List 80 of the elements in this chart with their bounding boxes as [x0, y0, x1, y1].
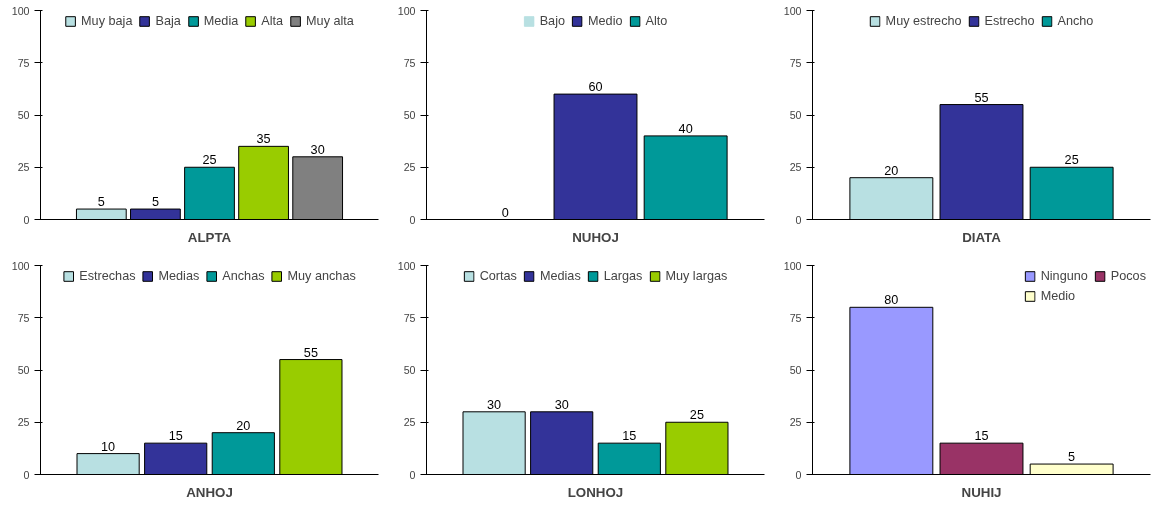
- data-label: 15: [168, 429, 183, 444]
- y-tick-label: 75: [789, 56, 802, 69]
- y-tick-label: 100: [783, 4, 802, 17]
- data-label: 5: [151, 195, 159, 210]
- data-label: 30: [554, 397, 569, 412]
- legend-label: Muy alta: [306, 14, 354, 28]
- legend-label: Muy baja: [81, 14, 133, 28]
- y-tick-label: 0: [23, 468, 30, 481]
- data-label: 20: [884, 163, 899, 178]
- legend-label: Cortas: [479, 269, 517, 283]
- y-tick-label: 100: [783, 259, 802, 272]
- y-tick-label: 75: [403, 56, 416, 69]
- data-label: 15: [974, 429, 989, 444]
- legend-label: Bajo: [539, 14, 566, 28]
- legend-label: Alta: [261, 14, 284, 28]
- y-tick-label: 25: [403, 416, 416, 429]
- data-label: 25: [202, 153, 217, 168]
- legend-label: Ninguno: [1040, 269, 1088, 283]
- y-tick-label: 25: [789, 416, 802, 429]
- y-tick-label: 25: [403, 161, 416, 174]
- legend-label: Anchas: [222, 269, 265, 283]
- y-tick-label: 75: [17, 311, 30, 324]
- data-label: 15: [622, 429, 637, 444]
- data-label: 25: [689, 408, 704, 423]
- y-tick-label: 100: [397, 4, 416, 17]
- y-tick-label: 75: [789, 311, 802, 324]
- data-label: 80: [884, 293, 899, 308]
- legend-label: Ancho: [1057, 14, 1094, 28]
- y-tick-label: 25: [17, 161, 30, 174]
- y-tick-label: 0: [795, 468, 802, 481]
- x-axis-title: NUHOJ: [572, 229, 619, 245]
- x-axis-title: LONHOJ: [567, 484, 624, 500]
- legend-label: Largas: [603, 269, 643, 283]
- legend-label: Estrechas: [79, 269, 136, 283]
- x-axis-title: DIATA: [962, 229, 1002, 245]
- y-tick-label: 50: [403, 364, 416, 376]
- legend-label: Medio: [588, 14, 623, 28]
- legend-label: Media: [203, 14, 239, 28]
- data-label: 10: [101, 439, 116, 454]
- y-tick-label: 75: [17, 56, 30, 69]
- legend-label: Medias: [158, 269, 200, 283]
- data-label: 30: [487, 397, 502, 412]
- y-tick-label: 100: [11, 259, 30, 272]
- x-axis-title: ANHOJ: [186, 484, 233, 500]
- legend-label: Medias: [539, 269, 581, 283]
- legend-label: Muy largas: [665, 269, 728, 283]
- legend-label: Muy anchas: [287, 269, 356, 283]
- y-tick-label: 100: [397, 259, 416, 272]
- y-tick-label: 25: [789, 161, 802, 174]
- data-label: 40: [678, 121, 693, 136]
- y-tick-label: 50: [17, 364, 30, 376]
- legend-label: Estrecho: [984, 14, 1035, 28]
- data-label: 0: [501, 205, 509, 220]
- y-tick-label: 0: [409, 468, 416, 481]
- y-tick-label: 0: [795, 213, 802, 226]
- data-label: 55: [974, 90, 989, 105]
- x-axis-title: NUHIJ: [961, 484, 1002, 500]
- y-tick-label: 100: [11, 4, 30, 17]
- y-tick-label: 50: [403, 109, 416, 121]
- y-tick-label: 0: [23, 213, 30, 226]
- y-tick-label: 25: [17, 416, 30, 429]
- data-label: 60: [588, 80, 603, 95]
- x-axis-title: ALPTA: [187, 229, 232, 245]
- data-label: 55: [303, 345, 318, 360]
- data-label: 25: [1064, 153, 1079, 168]
- data-label: 5: [1068, 450, 1076, 465]
- y-tick-label: 50: [789, 364, 802, 376]
- legend-label: Muy estrecho: [885, 14, 962, 28]
- legend-label: Alto: [645, 14, 668, 28]
- y-tick-label: 50: [789, 109, 802, 121]
- data-label: 30: [310, 142, 325, 157]
- legend-label: Baja: [155, 14, 181, 28]
- data-label: 5: [97, 195, 105, 210]
- legend-label: Medio: [1040, 289, 1076, 303]
- data-label: 20: [236, 418, 251, 433]
- y-tick-label: 75: [403, 311, 416, 324]
- y-tick-label: 0: [409, 213, 416, 226]
- y-tick-label: 50: [17, 109, 30, 121]
- data-label: 35: [256, 132, 271, 147]
- legend-label: Pocos: [1110, 269, 1146, 283]
